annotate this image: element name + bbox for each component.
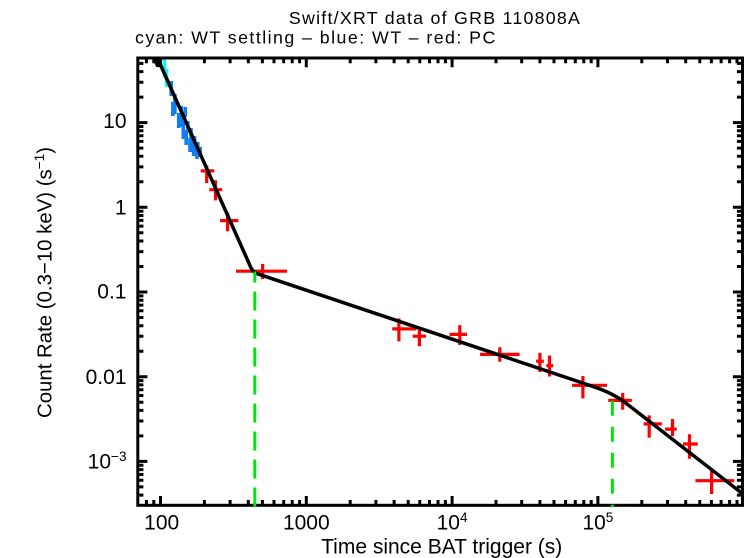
svg-text:Time since BAT trigger (s): Time since BAT trigger (s) bbox=[321, 535, 562, 558]
svg-text:1: 1 bbox=[115, 196, 127, 219]
svg-text:100: 100 bbox=[144, 511, 179, 534]
svg-text:0.1: 0.1 bbox=[97, 281, 126, 304]
svg-text:Count Rate (0.3−10 keV) (s−1): Count Rate (0.3−10 keV) (s−1) bbox=[32, 147, 56, 418]
svg-text:cyan: WT settling – blue: WT –: cyan: WT settling – blue: WT – red: PC bbox=[135, 27, 497, 47]
svg-text:0.01: 0.01 bbox=[86, 366, 127, 389]
svg-text:1000: 1000 bbox=[283, 511, 330, 534]
svg-text:10: 10 bbox=[103, 110, 126, 133]
svg-text:Swift/XRT data of GRB 110808A: Swift/XRT data of GRB 110808A bbox=[289, 8, 581, 28]
